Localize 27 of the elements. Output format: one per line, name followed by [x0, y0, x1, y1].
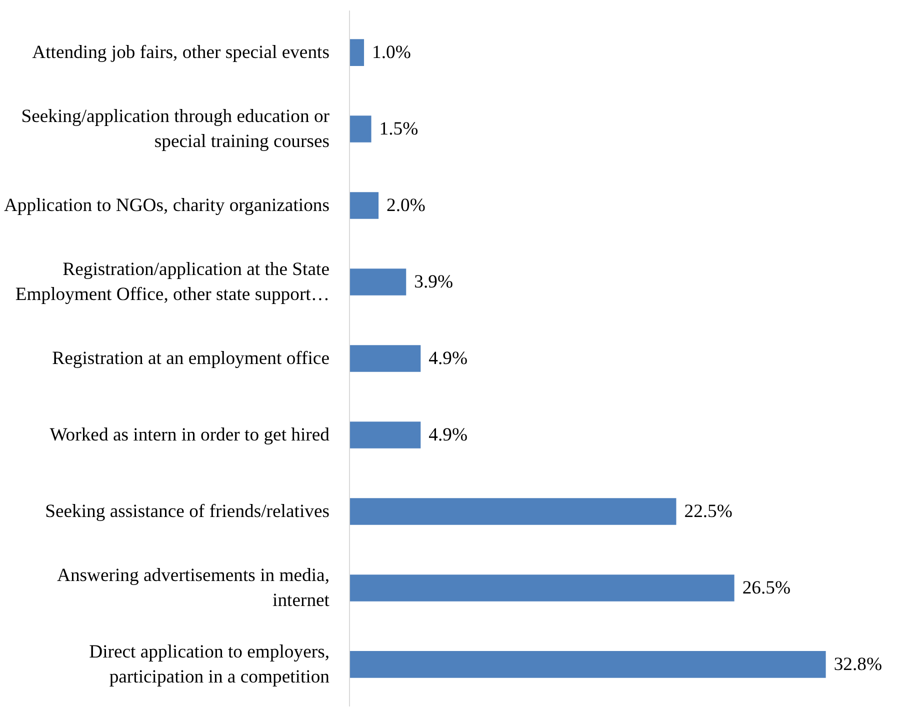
y-tick-label: Attending job fairs, other special events [32, 42, 330, 64]
data-label: 1.5% [379, 118, 418, 140]
data-label: 26.5% [742, 577, 791, 598]
data-label: 2.0% [386, 195, 426, 216]
data-label: 1.0% [372, 42, 411, 64]
y-tick-label: Application to NGOs, charity organizations [4, 195, 330, 216]
bar [350, 345, 421, 372]
bar [350, 192, 379, 219]
data-label: 4.9% [428, 348, 468, 369]
y-tick-label: Answering advertisements in media, internet [56, 564, 330, 612]
data-label: 3.9% [414, 272, 454, 293]
bar [350, 651, 826, 678]
y-tick-label: Registration/application at the State Employment Office, other state support… [15, 258, 330, 306]
y-tick-label: Registration at an employment office [52, 348, 330, 369]
y-tick-label: Seeking/application through education or special training courses [21, 106, 330, 152]
bar [350, 268, 406, 296]
bar [350, 498, 676, 525]
y-tick-label: Direct application to employers, participation in a competition [89, 641, 330, 688]
bar [350, 422, 421, 448]
data-label: 32.8% [834, 654, 882, 675]
data-label: 4.9% [428, 424, 468, 446]
data-label: 22.5% [684, 500, 732, 522]
bar [350, 116, 372, 142]
y-tick-label: Seeking assistance of friends/relatives [45, 500, 330, 522]
y-tick-label: Worked as intern in order to get hired [50, 424, 330, 446]
bar [350, 574, 734, 602]
bar [350, 39, 364, 66]
